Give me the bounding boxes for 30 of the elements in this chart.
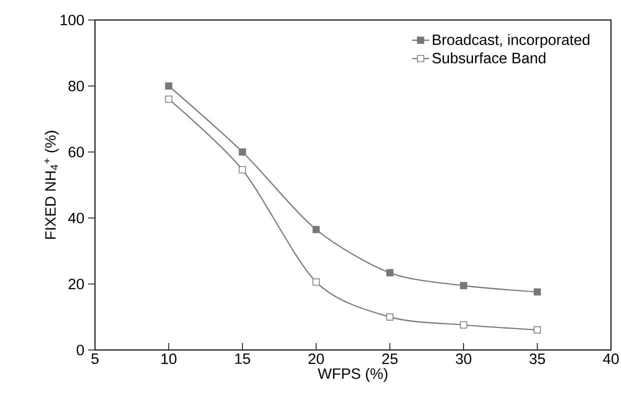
x-tick-label: 10 — [162, 354, 176, 364]
legend-label: Broadcast, incorporated — [432, 34, 590, 48]
point — [312, 278, 320, 286]
point — [165, 82, 172, 90]
y-tick-label: 40 — [68, 212, 84, 224]
point — [386, 313, 394, 321]
x-tick-label: 25 — [382, 354, 398, 364]
x-tick-label: 35 — [530, 354, 545, 364]
point — [460, 282, 468, 290]
y-tick-label: 0 — [76, 344, 84, 356]
y-tick-label: 60 — [68, 146, 84, 158]
point — [165, 96, 172, 103]
point — [238, 148, 246, 156]
x-tick-label: 15 — [235, 354, 250, 364]
y-axis-title: FIXED NH$_{4}$$^{+}$ (%) — [44, 130, 59, 239]
x-tick-label: 5 — [91, 354, 99, 364]
x-axis-title: WFPS (%) — [318, 368, 388, 382]
point — [460, 321, 468, 329]
legend-label: Subsurface Band — [432, 52, 546, 64]
point — [534, 326, 541, 334]
point — [386, 269, 394, 276]
x-tick-label: 20 — [308, 354, 324, 364]
x-tick-label: 30 — [456, 354, 472, 364]
y-tick-label: 20 — [68, 278, 84, 290]
y-tick-label: 80 — [68, 80, 84, 92]
point — [238, 166, 246, 174]
point — [534, 288, 541, 296]
x-tick-label: 40 — [603, 354, 619, 364]
point — [312, 226, 320, 234]
y-tick-label: 100 — [60, 14, 84, 26]
